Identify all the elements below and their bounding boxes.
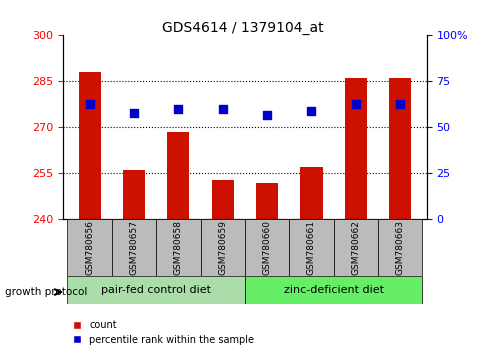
FancyBboxPatch shape: [67, 219, 112, 276]
Point: [218, 106, 226, 112]
Bar: [167, 132, 189, 219]
Point: [263, 112, 271, 118]
Bar: [344, 78, 366, 219]
Text: GSM780661: GSM780661: [306, 220, 315, 275]
Text: zinc-deficient diet: zinc-deficient diet: [283, 285, 383, 295]
FancyBboxPatch shape: [244, 219, 288, 276]
Text: GSM780662: GSM780662: [350, 220, 360, 275]
Bar: [388, 78, 410, 219]
Point: [86, 101, 93, 106]
FancyBboxPatch shape: [112, 219, 156, 276]
Text: GSM780657: GSM780657: [129, 220, 138, 275]
FancyBboxPatch shape: [200, 219, 244, 276]
Text: GSM780656: GSM780656: [85, 220, 94, 275]
Text: GSM780660: GSM780660: [262, 220, 271, 275]
Point: [307, 108, 315, 114]
Bar: [211, 179, 233, 219]
Point: [130, 110, 137, 115]
Bar: [300, 167, 322, 219]
Legend: count, percentile rank within the sample: count, percentile rank within the sample: [68, 316, 257, 349]
Bar: [122, 170, 145, 219]
FancyBboxPatch shape: [377, 219, 422, 276]
FancyBboxPatch shape: [333, 219, 377, 276]
FancyBboxPatch shape: [244, 276, 422, 304]
Point: [351, 101, 359, 106]
Text: GSM780658: GSM780658: [174, 220, 182, 275]
Text: pair-fed control diet: pair-fed control diet: [101, 285, 211, 295]
FancyBboxPatch shape: [288, 219, 333, 276]
Text: GDS4614 / 1379104_at: GDS4614 / 1379104_at: [161, 21, 323, 35]
Bar: [78, 72, 101, 219]
FancyBboxPatch shape: [156, 219, 200, 276]
Bar: [256, 183, 278, 219]
Text: growth protocol: growth protocol: [5, 287, 87, 297]
Text: GSM780659: GSM780659: [218, 220, 227, 275]
Point: [174, 106, 182, 112]
FancyBboxPatch shape: [67, 276, 244, 304]
Text: GSM780663: GSM780663: [395, 220, 404, 275]
Point: [395, 101, 403, 106]
